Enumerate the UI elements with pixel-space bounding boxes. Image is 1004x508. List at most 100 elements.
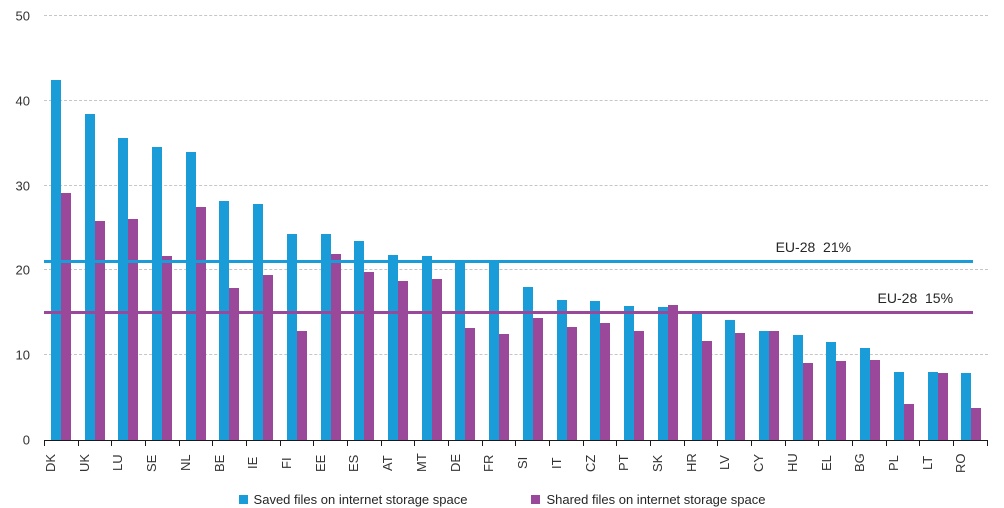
plot-wrap: EU-28 21% EU-28 15% DK UK LU SE NL BE IE FI EE ES… (43, 15, 988, 478)
x-tick-label-UK: UK (76, 453, 92, 473)
legend-item-shared: Shared files on internet storage space (531, 492, 765, 507)
x-tick-label-LT: LT (919, 455, 935, 471)
x-tick-label-RO: RO (953, 453, 969, 473)
x-axis-tick (584, 441, 618, 446)
bar-saved-BE (219, 200, 230, 440)
bar-group-SK (651, 16, 685, 440)
x-axis-tick (44, 441, 79, 446)
legend-label-shared: Shared files on internet storage space (546, 492, 766, 507)
bar-shared-RO (971, 407, 982, 440)
bar-group-LT (921, 16, 955, 440)
bar-shared-SI (532, 317, 543, 440)
bar-shared-MT (431, 278, 442, 440)
bar-shared-IT (566, 327, 577, 440)
bar-shared-PT (634, 330, 645, 440)
x-axis-tick (516, 441, 551, 446)
x-tick-label-ES: ES (346, 454, 362, 472)
eu28-shared-reference-label: EU-28 15% (877, 289, 954, 306)
bar-saved-EL (826, 342, 837, 440)
bar-shared-CZ (600, 322, 611, 440)
x-axis-tick (314, 441, 349, 446)
bar-group-CY (752, 16, 786, 440)
bar-saved-PL (893, 372, 904, 440)
bar-shared-PL (903, 404, 914, 440)
x-axis-tick (786, 441, 820, 446)
x-axis-tick (617, 441, 652, 446)
x-axis-tick (853, 441, 887, 446)
x-axis-tick (247, 441, 281, 446)
bar-shared-SE (162, 255, 173, 440)
bar-shared-FI (296, 330, 307, 440)
x-tick-label-SE: SE (144, 454, 160, 472)
chart-grid: EU-28 21% EU-28 15% DK UK LU SE NL BE IE FI EE ES… (0, 15, 1004, 507)
bar-group-LV (718, 16, 752, 440)
x-tick-label-MT: MT (413, 453, 429, 473)
bar-group-PT (617, 16, 651, 440)
bar-saved-EE (320, 233, 331, 440)
legend-item-saved: Saved files on internet storage space (238, 492, 467, 507)
saved-series-swatch-icon (238, 495, 248, 504)
bar-shared-CY (768, 330, 779, 440)
bar-group-ES (347, 16, 381, 440)
bar-shared-LV (735, 333, 746, 440)
x-tick-label-HR: HR (683, 453, 699, 473)
x-axis-tick (415, 441, 450, 446)
x-axis-tick (213, 441, 248, 446)
x-tick-label-CY: CY (751, 453, 767, 473)
x-axis-tick (718, 441, 753, 446)
bar-saved-PT (624, 306, 635, 440)
bar-group-FR (482, 16, 516, 440)
eu28-shared-reference-line (44, 310, 973, 314)
gridline-30 (44, 184, 988, 186)
gridline-20 (44, 269, 988, 271)
x-tick-label-LV: LV (717, 455, 733, 471)
bar-group-IT (550, 16, 584, 440)
x-axis-labels: DK UK LU SE NL BE IE FI EE ES AT MT DE FR SI IT CZ PT SK HR… (43, 448, 988, 478)
bar-group-MT (415, 16, 449, 440)
x-axis-tick (920, 441, 955, 446)
x-tick-label-BG: BG (852, 453, 868, 473)
gridline-40 (44, 99, 988, 101)
x-tick-label-PT: PT (616, 454, 632, 472)
bar-group-UK (78, 16, 112, 440)
x-tick-label-LU: LU (110, 454, 126, 472)
bar-saved-SI (522, 286, 533, 440)
bar-saved-LV (725, 320, 736, 440)
x-axis-line (44, 440, 988, 446)
legend: Saved files on internet storage space Sh… (0, 492, 1004, 507)
bar-group-SE (145, 16, 179, 440)
bar-saved-LT (927, 372, 938, 440)
bar-group-HR (685, 16, 719, 440)
x-tick-label-CZ: CZ (582, 454, 598, 472)
bar-saved-BG (860, 348, 871, 440)
bar-group-AT (381, 16, 415, 440)
bar-shared-LT (937, 373, 948, 440)
x-tick-label-PL: PL (885, 455, 901, 471)
bar-group-DK (44, 16, 78, 440)
bar-shared-EE (330, 254, 341, 440)
bar-shared-EL (836, 361, 847, 440)
y-tick-label-10: 10 (15, 347, 30, 363)
bar-group-LU (111, 16, 145, 440)
x-axis-tick (483, 441, 517, 446)
bar-group-NL (179, 16, 213, 440)
x-axis-tick (112, 441, 147, 446)
bar-saved-IE (253, 204, 264, 440)
gridline-10 (44, 354, 988, 356)
bar-shared-HU (802, 362, 813, 440)
y-tick-label-40: 40 (15, 93, 30, 109)
bar-group-EL (820, 16, 854, 440)
x-tick-label-DE: DE (447, 453, 463, 473)
x-tick-label-EL: EL (818, 455, 834, 471)
bar-group-PL (887, 16, 921, 440)
bar-shared-UK (94, 221, 105, 440)
x-axis-tick (887, 441, 921, 446)
bar-shared-NL (195, 206, 206, 440)
y-tick-label-30: 30 (15, 178, 30, 194)
y-tick-label-0: 0 (22, 432, 30, 448)
x-tick-label-SK: SK (649, 454, 665, 472)
x-tick-label-HU: HU (784, 453, 800, 473)
x-tick-label-DK: DK (43, 453, 58, 473)
x-tick-label-NL: NL (177, 454, 193, 472)
